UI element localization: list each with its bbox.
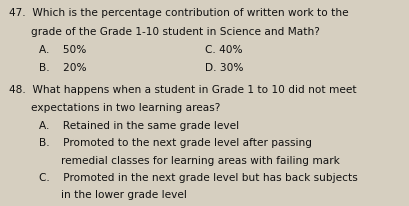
Text: B.    20%: B. 20%	[39, 63, 86, 73]
Text: 48.  What happens when a student in Grade 1 to 10 did not meet: 48. What happens when a student in Grade…	[9, 85, 356, 95]
Text: C.    Promoted in the next grade level but has back subjects: C. Promoted in the next grade level but …	[39, 173, 357, 183]
Text: B.    Promoted to the next grade level after passing: B. Promoted to the next grade level afte…	[39, 138, 311, 148]
Text: A.    50%: A. 50%	[39, 46, 86, 55]
Text: A.    Retained in the same grade level: A. Retained in the same grade level	[39, 121, 238, 131]
Text: D. 30%: D. 30%	[204, 63, 243, 73]
Text: remedial classes for learning areas with failing mark: remedial classes for learning areas with…	[61, 156, 339, 166]
Text: C. 40%: C. 40%	[204, 46, 242, 55]
Text: in the lower grade level: in the lower grade level	[61, 190, 186, 200]
Text: expectations in two learning areas?: expectations in two learning areas?	[31, 103, 220, 113]
Text: 47.  Which is the percentage contribution of written work to the: 47. Which is the percentage contribution…	[9, 8, 348, 18]
Text: grade of the Grade 1-10 student in Science and Math?: grade of the Grade 1-10 student in Scien…	[31, 27, 319, 37]
